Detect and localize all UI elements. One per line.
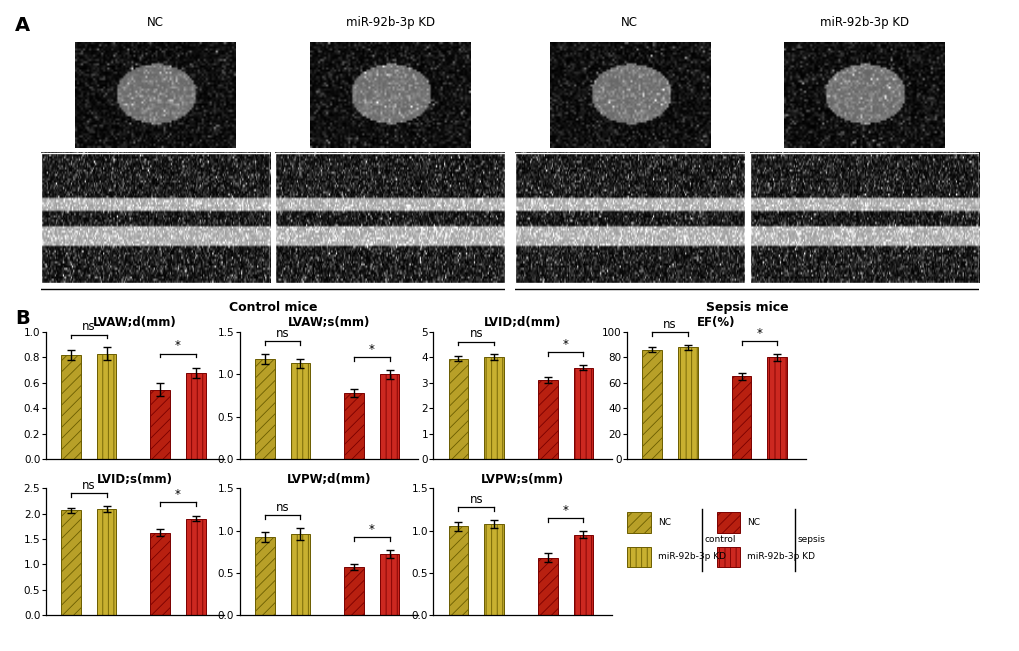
Bar <box>255 537 274 615</box>
Bar <box>484 524 503 615</box>
FancyBboxPatch shape <box>716 512 739 533</box>
Text: NC: NC <box>147 16 164 29</box>
Bar <box>61 510 81 615</box>
Text: miR-92b-3p KD: miR-92b-3p KD <box>746 552 814 561</box>
Bar <box>448 526 468 615</box>
Bar <box>642 350 661 459</box>
Text: ns: ns <box>275 327 289 340</box>
Bar <box>484 357 503 459</box>
Text: ns: ns <box>469 327 483 340</box>
Text: miR-92b-3p KD: miR-92b-3p KD <box>345 16 434 29</box>
Bar <box>61 355 81 459</box>
FancyBboxPatch shape <box>627 547 650 567</box>
FancyBboxPatch shape <box>627 512 650 533</box>
Title: EF(%): EF(%) <box>697 316 735 329</box>
Text: Control mice: Control mice <box>228 301 317 314</box>
Bar <box>573 535 593 615</box>
Bar <box>255 359 274 459</box>
Title: LVID;d(mm): LVID;d(mm) <box>484 316 560 329</box>
Text: control: control <box>704 535 736 544</box>
Text: ns: ns <box>82 320 96 333</box>
Bar <box>448 359 468 459</box>
Text: miR-92b-3p KD: miR-92b-3p KD <box>819 16 908 29</box>
Title: LVAW;d(mm): LVAW;d(mm) <box>93 316 177 329</box>
Bar <box>150 390 170 459</box>
Text: NC: NC <box>657 518 669 527</box>
Title: LVID;s(mm): LVID;s(mm) <box>97 473 173 486</box>
Title: LVPW;d(mm): LVPW;d(mm) <box>286 473 371 486</box>
Bar <box>290 363 310 459</box>
Text: A: A <box>15 16 31 35</box>
Bar <box>343 393 364 459</box>
Bar <box>379 554 399 615</box>
Bar <box>185 372 206 459</box>
Text: sepsis: sepsis <box>797 535 824 544</box>
Text: ns: ns <box>662 318 677 331</box>
Bar <box>97 508 116 615</box>
Text: NC: NC <box>621 16 638 29</box>
Bar <box>766 357 787 459</box>
Bar <box>343 567 364 615</box>
Bar <box>749 153 978 283</box>
Bar <box>678 347 697 459</box>
Bar <box>379 374 399 459</box>
Text: *: * <box>369 523 374 536</box>
Bar <box>97 353 116 459</box>
Text: *: * <box>562 338 568 350</box>
FancyBboxPatch shape <box>716 547 739 567</box>
Text: ns: ns <box>469 493 483 506</box>
Bar <box>515 153 744 283</box>
Text: ns: ns <box>82 478 96 492</box>
Bar <box>537 558 557 615</box>
Text: miR-92b-3p KD: miR-92b-3p KD <box>657 552 725 561</box>
Title: LVAW;s(mm): LVAW;s(mm) <box>287 316 370 329</box>
Bar <box>290 534 310 615</box>
Text: *: * <box>756 327 761 340</box>
Text: B: B <box>15 309 30 328</box>
Title: LVPW;s(mm): LVPW;s(mm) <box>481 473 564 486</box>
Text: *: * <box>369 343 374 356</box>
Bar <box>537 380 557 459</box>
Bar <box>731 376 751 459</box>
Bar <box>150 533 170 615</box>
Bar <box>275 153 504 283</box>
Bar <box>41 153 270 283</box>
Text: NC: NC <box>746 518 759 527</box>
Text: ns: ns <box>275 501 289 514</box>
Text: *: * <box>562 504 568 517</box>
Text: *: * <box>175 339 180 352</box>
Text: *: * <box>175 488 180 501</box>
Text: Sepsis mice: Sepsis mice <box>705 301 788 314</box>
Bar <box>573 368 593 459</box>
Bar <box>185 519 206 615</box>
